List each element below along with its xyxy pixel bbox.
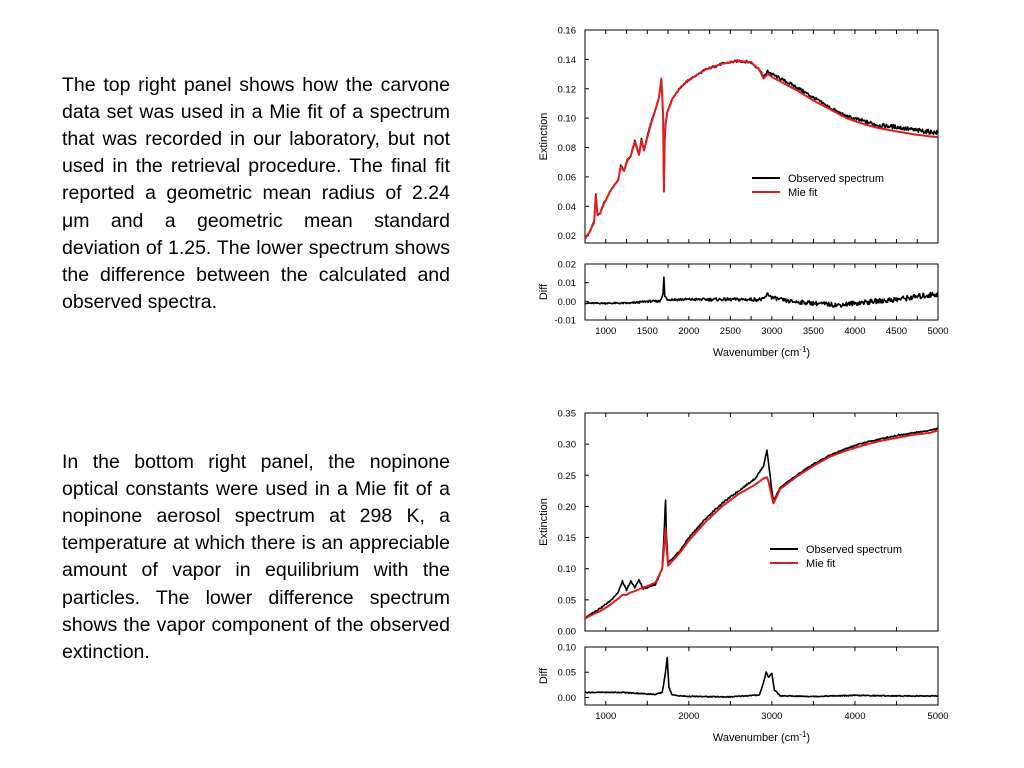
carvone-diff-xtick-label: 4500: [886, 326, 907, 337]
nopinone-extinction-series-mie-fit-line: [585, 429, 938, 620]
carvone-extinction-legend-label: Observed spectrum: [788, 173, 884, 185]
nopinone-diff-ytick-label: 0.10: [558, 643, 577, 654]
carvone-diff-xtick-label: 2500: [720, 326, 741, 337]
carvone-diff-xtick-label: 3000: [761, 326, 782, 337]
nopinone-diff-ytick-label: 0.00: [558, 693, 577, 704]
nopinone-extinction-legend-label: Observed spectrum: [806, 544, 902, 556]
carvone-diff-ytick-label: 0.02: [558, 260, 577, 271]
carvone-extinction-ylabel: Extinction: [538, 113, 550, 161]
carvone-diff-ytick-label: 0.00: [558, 297, 577, 308]
carvone-extinction-series-mie-fit-line: [585, 59, 938, 240]
nopinone-diff-xtick-label: 4000: [844, 711, 865, 722]
carvone-diff-ytick-label: 0.01: [558, 278, 577, 289]
nopinone-diff-xtick-label: 1000: [595, 711, 616, 722]
nopinone-diff-xtick-label: 3000: [761, 711, 782, 722]
carvone-extinction-legend-label: Mie fit: [788, 187, 817, 199]
nopinone-extinction-legend-label: Mie fit: [806, 558, 835, 570]
nopinone-extinction-ytick-label: 0.00: [558, 627, 577, 638]
nopinone-extinction-ytick-label: 0.35: [558, 409, 577, 420]
nopinone-extinction-ylabel: Extinction: [538, 498, 550, 546]
nopinone-extinction-ytick-label: 0.10: [558, 564, 577, 575]
carvone-diff-ytick-label: -0.01: [554, 316, 576, 327]
carvone-diff-series-observed-line: [585, 276, 938, 308]
nopinone-diff-ylabel: Diff: [538, 667, 550, 684]
carvone-diff-xtick-label: 2000: [678, 326, 699, 337]
carvone-diff-xtick-label: 3500: [803, 326, 824, 337]
nopinone-diff-plot-frame: [584, 646, 939, 706]
description-top-panel: The top right panel shows how the carvon…: [62, 73, 450, 314]
carvone-extinction-ytick-label: 0.06: [558, 172, 577, 183]
carvone-diff-xtick-label: 5000: [927, 326, 948, 337]
carvone-diff-ylabel: Diff: [538, 283, 550, 300]
carvone-extinction-ytick-label: 0.08: [558, 143, 577, 154]
nopinone-extinction-plot-frame: [584, 412, 939, 632]
carvone-extinction-ytick-label: 0.12: [558, 84, 577, 95]
nopinone-extinction-ytick-label: 0.05: [558, 595, 577, 606]
nopinone-diff-xtick-label: 2000: [678, 711, 699, 722]
nopinone-extinction-ytick-label: 0.25: [558, 471, 577, 482]
carvone-extinction-ytick-label: 0.14: [558, 55, 577, 66]
carvone-diff-xtick-label: 1500: [637, 326, 658, 337]
nopinone-diff-xtick-label: 5000: [927, 711, 948, 722]
carvone-diff-plot-frame: [584, 263, 939, 321]
description-bottom-panel: In the bottom right panel, the nopinone …: [62, 450, 450, 663]
carvone-diff-xlabel: Wavenumber (cm-1): [713, 345, 810, 359]
nopinone-extinction-series-observed-line: [585, 427, 938, 620]
carvone-extinction-ytick-label: 0.04: [558, 202, 577, 213]
carvone-extinction-ytick-label: 0.16: [558, 26, 577, 37]
nopinone-diff-series-observed-line: [585, 656, 938, 699]
carvone-diff-xtick-label: 1000: [595, 326, 616, 337]
carvone-extinction-plot-frame: [584, 29, 939, 244]
carvone-diff-xtick-label: 4000: [844, 326, 865, 337]
carvone-extinction-ytick-label: 0.10: [558, 114, 577, 125]
nopinone-diff-xlabel: Wavenumber (cm-1): [713, 730, 810, 744]
nopinone-diff-ytick-label: 0.05: [558, 668, 577, 679]
nopinone-extinction-ytick-label: 0.30: [558, 440, 577, 451]
nopinone-extinction-ytick-label: 0.15: [558, 533, 577, 544]
carvone-extinction-ytick-label: 0.02: [558, 231, 577, 242]
nopinone-extinction-ytick-label: 0.20: [558, 502, 577, 513]
